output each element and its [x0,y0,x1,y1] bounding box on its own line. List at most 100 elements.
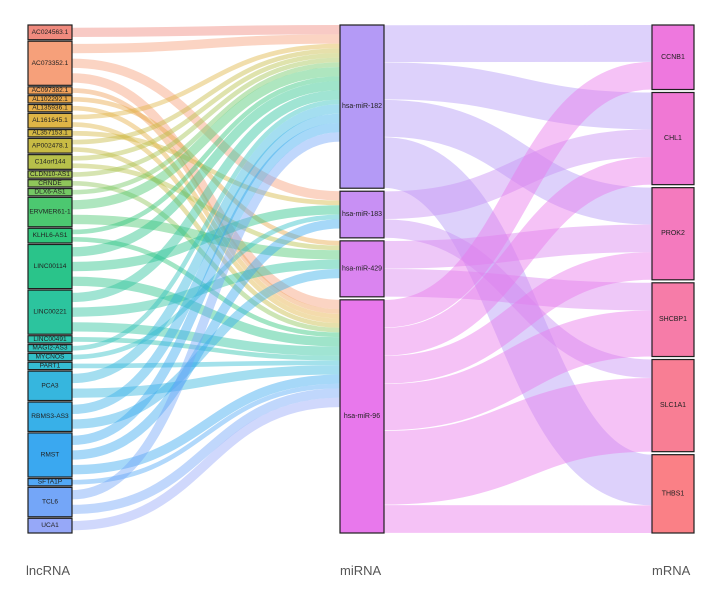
node-CLDN10-AS1[interactable]: CLDN10-AS1 [27,170,73,179]
link-AL161645.1-to-hsa-miR-96 [71,122,341,324]
node-TCL6[interactable]: TCL6 [27,486,73,518]
node-box[interactable] [27,86,73,95]
node-label: THBS1 [662,490,685,497]
link-AL135936.1-to-hsa-miR-96 [71,105,341,319]
node-AL161645.1[interactable]: AL161645.1 [27,112,73,129]
node-box[interactable] [339,24,385,189]
node-PART1[interactable]: PART1 [27,361,73,371]
node-box[interactable] [27,361,73,371]
node-hsa-miR-182[interactable]: hsa-miR-182 [339,24,385,189]
node-box[interactable] [651,358,695,453]
node-box[interactable] [27,154,73,170]
node-SLC1A1[interactable]: SLC1A1 [651,358,695,453]
node-label: CRNDE [38,180,62,187]
node-box[interactable] [651,454,695,534]
node-box[interactable] [27,343,73,353]
node-hsa-miR-183[interactable]: hsa-miR-183 [339,190,385,239]
node-LINC00491[interactable]: LINC00491 [27,335,73,344]
node-box[interactable] [27,352,73,362]
node-box[interactable] [27,24,73,41]
node-ERVMER61-1[interactable]: ERVMER61-1 [27,196,73,228]
node-box[interactable] [27,335,73,344]
node-THBS1[interactable]: THBS1 [651,454,695,534]
node-PCA3[interactable]: PCA3 [27,370,73,402]
node-AL135936.1[interactable]: AL135936.1 [27,103,73,113]
node-AP002478.1[interactable]: AP002478.1 [27,137,73,154]
link-AL161645.1-to-hsa-miR-182 [71,43,341,120]
node-MYCNOS[interactable]: MYCNOS [27,352,73,362]
link-RMST-to-hsa-miR-96 [71,374,341,475]
node-hsa-miR-429[interactable]: hsa-miR-429 [339,240,385,298]
node-box[interactable] [27,370,73,402]
node-box[interactable] [27,517,73,534]
link-LINC00221-to-hsa-miR-96 [71,322,341,356]
node-box[interactable] [27,179,73,188]
node-box[interactable] [27,40,73,86]
node-SFTA1P[interactable]: SFTA1P [27,477,73,487]
node-PROK2[interactable]: PROK2 [651,187,695,281]
lncrna-mirna-links [71,25,341,531]
node-box[interactable] [27,170,73,179]
node-CRNDE[interactable]: CRNDE [27,179,73,188]
node-AC073352.1[interactable]: AC073352.1 [27,40,73,86]
node-AC097382.1[interactable]: AC097382.1 [27,86,73,95]
node-KLHL6-AS1[interactable]: KLHL6-AS1 [27,227,73,244]
node-label: RMST [41,451,60,458]
link-LINC00114-to-hsa-miR-96 [71,276,341,347]
node-CHL1[interactable]: CHL1 [651,91,695,186]
link-hsa-miR-183-to-SLC1A1 [383,219,653,378]
node-LINC00114[interactable]: LINC00114 [27,243,73,290]
link-RMST-to-hsa-miR-183 [71,219,341,460]
node-MAGI2-AS3[interactable]: MAGI2-AS3 [27,343,73,353]
node-box[interactable] [27,137,73,154]
link-KLHL6-AS1-to-hsa-miR-182 [71,76,341,235]
link-C14orf144-to-hsa-miR-182 [71,52,341,161]
node-AL102292.1[interactable]: AL102292.1 [27,95,73,104]
node-UCA1[interactable]: UCA1 [27,517,73,534]
node-box[interactable] [27,95,73,104]
node-AC024563.1[interactable]: AC024563.1 [27,24,73,41]
node-SHCBP1[interactable]: SHCBP1 [651,282,695,358]
node-box[interactable] [27,477,73,487]
node-box[interactable] [651,187,695,281]
node-CCNB1[interactable]: CCNB1 [651,24,695,91]
node-box[interactable] [339,190,385,239]
node-box[interactable] [27,112,73,129]
node-AL357153.1[interactable]: AL357153.1 [27,128,73,138]
node-hsa-miR-96[interactable]: hsa-miR-96 [339,299,385,534]
node-C14orf144[interactable]: C14orf144 [27,154,73,170]
link-LINC00114-to-hsa-miR-183 [71,205,341,272]
node-label: LINC00114 [34,263,67,270]
node-DLX6-AS1[interactable]: DLX6-AS1 [27,187,73,197]
node-label: AL357153.1 [32,130,68,137]
node-box[interactable] [651,24,695,91]
link-hsa-miR-182-to-CHL1 [383,62,653,130]
node-box[interactable] [339,299,385,534]
node-box[interactable] [27,128,73,138]
node-box[interactable] [27,486,73,518]
node-box[interactable] [651,91,695,186]
node-box[interactable] [27,243,73,290]
node-box[interactable] [27,432,73,478]
link-DLX6-AS1-to-hsa-miR-182 [71,62,341,195]
node-box[interactable] [27,289,73,335]
link-LINC00221-to-hsa-miR-429 [71,259,341,317]
node-label: MAGI2-AS3 [32,345,68,352]
node-box[interactable] [651,282,695,358]
node-LINC00221[interactable]: LINC00221 [27,289,73,335]
link-MAGI2-AS3-to-hsa-miR-182 [71,99,341,351]
link-hsa-miR-96-to-CCNB1 [383,61,653,328]
node-box[interactable] [27,227,73,244]
node-RMST[interactable]: RMST [27,432,73,478]
link-ERVMER61-1-to-hsa-miR-429 [71,214,341,260]
link-hsa-miR-96-to-CHL1 [383,157,653,356]
node-box[interactable] [27,187,73,197]
node-box[interactable] [27,103,73,113]
node-RBMS3-AS3[interactable]: RBMS3-AS3 [27,401,73,433]
node-label: PCA3 [41,382,59,389]
node-box[interactable] [339,240,385,298]
node-label: LINC00491 [33,336,67,343]
node-box[interactable] [27,401,73,433]
node-label: AC073352.1 [32,60,69,67]
node-box[interactable] [27,196,73,228]
